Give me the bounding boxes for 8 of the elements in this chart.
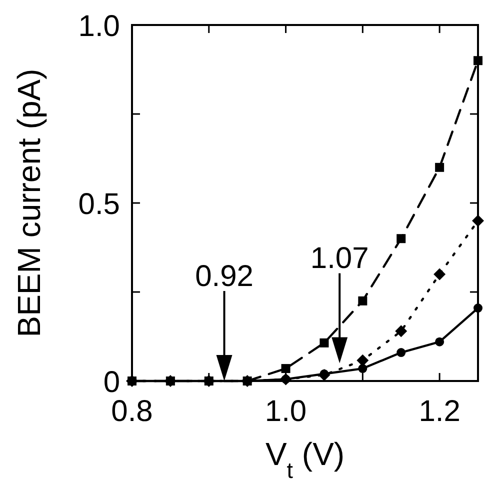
x-tick-label: 1.0 xyxy=(264,395,307,428)
y-axis-title: BEEM current (pA) xyxy=(11,68,47,338)
y-tick-label: 0.5 xyxy=(78,188,120,221)
y-tick-label: 1.0 xyxy=(78,10,120,43)
x-tick-label: 1.2 xyxy=(418,395,460,428)
annotation: 0.92 xyxy=(195,260,254,293)
x-axis-title: V$_{t}$ (V) xyxy=(265,436,345,482)
annotation: 1.07 xyxy=(310,242,369,276)
